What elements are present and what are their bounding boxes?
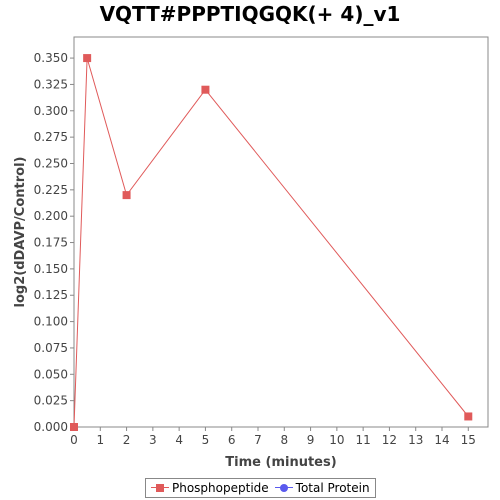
plot-area bbox=[73, 36, 489, 428]
x-axis-title: Time (minutes) bbox=[225, 455, 336, 470]
y-tick-label: 0.050 bbox=[34, 367, 68, 381]
x-tick-label: 0 bbox=[70, 433, 78, 447]
plot-frame bbox=[73, 36, 489, 428]
y-axis: 0.000 0.025 0.050 0.075 0.100 0.125 0.150 0.175… bbox=[34, 51, 74, 434]
data-point-phosphopeptide bbox=[464, 412, 473, 421]
x-tick-label: 8 bbox=[280, 433, 288, 447]
y-tick-label: 0.125 bbox=[34, 288, 68, 302]
x-axis: 0 1 2 3 4 5 6 7 8 9 10 11 12 13 14 15 bbox=[70, 427, 476, 447]
x-tick-label: 13 bbox=[408, 433, 423, 447]
data-point-phosphopeptide bbox=[70, 423, 78, 431]
x-tick-label: 11 bbox=[356, 433, 371, 447]
y-tick-label: 0.100 bbox=[34, 315, 68, 329]
data-point-phosphopeptide bbox=[122, 191, 131, 200]
data-point-phosphopeptide bbox=[201, 85, 210, 94]
legend-item-total-protein: Total Protein bbox=[274, 481, 370, 495]
x-tick-label: 15 bbox=[461, 433, 476, 447]
y-tick-label: 0.275 bbox=[34, 130, 68, 144]
y-tick-label: 0.350 bbox=[34, 51, 68, 65]
y-tick-label: 0.325 bbox=[34, 77, 68, 91]
y-tick-label: 0.225 bbox=[34, 183, 68, 197]
circle-marker-icon bbox=[274, 482, 293, 494]
y-tick-label: 0.000 bbox=[34, 420, 68, 434]
x-tick-label: 6 bbox=[228, 433, 236, 447]
legend: Phosphopeptide Total Protein bbox=[145, 478, 376, 498]
y-tick-label: 0.025 bbox=[34, 394, 68, 408]
square-marker-icon bbox=[151, 482, 169, 494]
x-tick-label: 14 bbox=[434, 433, 449, 447]
series-layer bbox=[70, 54, 473, 431]
x-tick-label: 4 bbox=[175, 433, 183, 447]
legend-label-total-protein: Total Protein bbox=[295, 481, 370, 495]
y-tick-label: 0.075 bbox=[34, 341, 68, 355]
x-tick-label: 7 bbox=[254, 433, 262, 447]
x-tick-label: 12 bbox=[382, 433, 397, 447]
x-tick-label: 2 bbox=[123, 433, 131, 447]
y-axis-title: log2(dDAVP/Control) bbox=[13, 157, 28, 308]
x-tick-label: 1 bbox=[96, 433, 104, 447]
chart-title: VQTT#PPPTIQGQK(+ 4)_v1 bbox=[99, 2, 401, 26]
x-tick-label: 10 bbox=[329, 433, 344, 447]
legend-item-phosphopeptide: Phosphopeptide bbox=[151, 481, 269, 495]
y-tick-label: 0.250 bbox=[34, 156, 68, 170]
y-tick-label: 0.200 bbox=[34, 209, 68, 223]
x-tick-label: 3 bbox=[149, 433, 157, 447]
data-point-phosphopeptide bbox=[83, 54, 92, 63]
x-tick-label: 9 bbox=[307, 433, 315, 447]
y-tick-label: 0.300 bbox=[34, 104, 68, 118]
x-tick-label: 5 bbox=[202, 433, 210, 447]
y-tick-label: 0.175 bbox=[34, 236, 68, 250]
y-tick-label: 0.150 bbox=[34, 262, 68, 276]
legend-label-phosphopeptide: Phosphopeptide bbox=[172, 481, 269, 495]
